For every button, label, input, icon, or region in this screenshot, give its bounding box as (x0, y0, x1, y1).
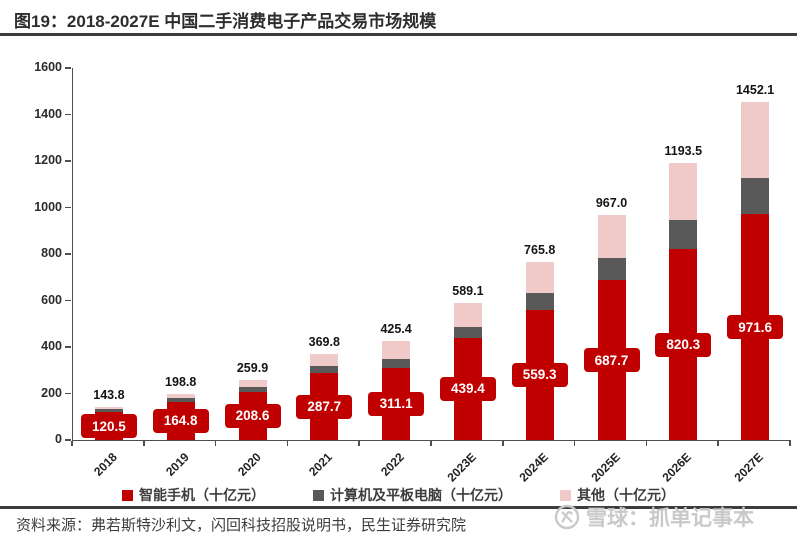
chart-legend: 智能手机（十亿元） 计算机及平板电脑（十亿元） 其他（十亿元） (0, 485, 797, 505)
bar-value-badge: 208.6 (224, 403, 281, 428)
y-axis-tick (65, 160, 71, 162)
bar-value-badge: 439.4 (439, 376, 496, 401)
bar-total-label: 425.4 (380, 322, 412, 337)
source-note: 资料来源：弗若斯特沙利文，闪回科技招股说明书，民生证券研究院 (16, 517, 467, 534)
xueqiu-icon (554, 504, 580, 530)
y-axis-tick (65, 439, 71, 441)
bar-value-badge: 687.7 (583, 348, 640, 373)
y-axis-label: 200 (41, 385, 62, 400)
x-axis-tick (143, 441, 145, 446)
y-axis-tick (65, 67, 71, 69)
figure-title: 图19：2018-2027E 中国二手消费电子产品交易市场规模 (14, 12, 437, 31)
x-axis-tick (573, 441, 576, 446)
y-axis-label: 1000 (34, 199, 62, 214)
bar-segment-computer-tablet (166, 398, 195, 402)
bar-segment-other (741, 102, 770, 178)
bar-segment-computer-tablet (238, 386, 267, 392)
y-axis-tick (65, 253, 71, 255)
y-axis-label: 400 (41, 339, 62, 353)
bar-total-label: 143.8 (93, 387, 125, 402)
bar-segment-other (310, 354, 339, 366)
footer-divider (0, 506, 797, 509)
y-axis-tick (65, 113, 71, 116)
x-axis-tick (717, 441, 719, 446)
legend-item-computer-tablet: 计算机及平板电脑（十亿元） (313, 485, 512, 505)
x-axis-tick (71, 441, 73, 446)
watermark: 雪球：抓单记事本 (554, 502, 754, 532)
y-axis-label: 800 (41, 246, 62, 260)
bar-value-badge: 311.1 (368, 391, 425, 416)
bar-segment-computer-tablet (310, 365, 339, 374)
bar-total-label: 765.8 (524, 242, 556, 257)
bar-segment-computer-tablet (741, 177, 770, 215)
bar-value-badge: 287.7 (296, 394, 353, 419)
y-axis-label: 1400 (34, 106, 62, 121)
bar-total-label: 369.8 (308, 335, 340, 350)
bar-value-badge: 559.3 (511, 362, 568, 387)
y-axis-label: 1200 (34, 153, 62, 167)
y-axis-tick (65, 346, 71, 348)
bar-segment-other (525, 261, 554, 293)
y-axis-tick (65, 392, 71, 395)
other-swatch-icon (560, 489, 571, 501)
y-axis-label: 1600 (34, 60, 62, 74)
bar-segment-computer-tablet (382, 358, 411, 368)
legend-item-smartphone: 智能手机（十亿元） (122, 485, 265, 505)
smartphone-swatch-icon (122, 489, 133, 501)
legend-label-other: 其他（十亿元） (577, 487, 675, 503)
legend-label-smartphone: 智能手机（十亿元） (139, 487, 265, 503)
stacked-bar-chart: 120.5 143.8 164.8 198.8 208.6 259.9 287.7 369.8… (72, 68, 791, 441)
bar-total-label: 967.0 (595, 196, 628, 211)
bar-value-badge: 120.5 (80, 414, 137, 438)
bar-segment-computer-tablet (525, 293, 554, 310)
title-divider (0, 33, 797, 36)
x-axis-tick (286, 441, 289, 446)
x-axis-tick (645, 441, 648, 446)
y-axis-tick (65, 206, 71, 209)
bar-segment-computer-tablet (453, 326, 482, 338)
bar-total-label: 1452.1 (735, 83, 775, 98)
bar-total-label: 589.1 (452, 284, 484, 299)
bar-total-label: 259.9 (236, 360, 269, 375)
bar-segment-computer-tablet (669, 219, 698, 250)
bar-segment-other (94, 406, 123, 410)
y-axis-label: 600 (41, 292, 62, 307)
bar-segment-other (453, 303, 482, 327)
x-axis-tick (430, 441, 432, 446)
bar-value-badge: 971.6 (727, 315, 784, 340)
x-axis-tick (358, 441, 360, 446)
x-axis-tick (502, 441, 504, 446)
bar-segment-other (166, 393, 195, 399)
bar-total-label: 198.8 (165, 374, 197, 389)
bar-segment-other (597, 215, 626, 258)
bar-value-badge: 820.3 (655, 332, 712, 357)
watermark-text: 雪球：抓单记事本 (586, 507, 754, 530)
bar-segment-computer-tablet (597, 257, 626, 281)
bar-segment-other (382, 341, 411, 359)
x-axis-tick (789, 441, 791, 446)
bar-segment-other (238, 379, 267, 387)
bar-segment-other (669, 162, 698, 220)
bar-value-badge: 164.8 (152, 408, 209, 433)
x-axis-tick (214, 441, 217, 446)
y-axis-tick (65, 299, 71, 302)
bar-segment-computer-tablet (94, 409, 123, 412)
legend-item-other: 其他（十亿元） (560, 485, 675, 505)
bar-total-label: 1193.5 (664, 143, 703, 158)
y-axis-label: 0 (55, 432, 62, 446)
computer-tablet-swatch-icon (313, 489, 324, 501)
legend-label-computer-tablet: 计算机及平板电脑（十亿元） (330, 487, 512, 503)
